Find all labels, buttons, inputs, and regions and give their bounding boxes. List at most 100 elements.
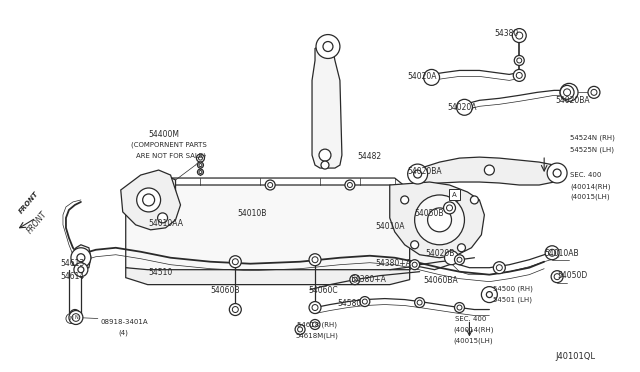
- Circle shape: [408, 164, 428, 184]
- Circle shape: [456, 99, 472, 115]
- Circle shape: [362, 299, 367, 304]
- Circle shape: [360, 296, 370, 307]
- Text: FRONT: FRONT: [18, 190, 40, 215]
- Circle shape: [323, 42, 333, 51]
- Circle shape: [312, 305, 318, 311]
- Circle shape: [516, 32, 523, 39]
- Circle shape: [428, 208, 451, 232]
- Text: 54524N (RH): 54524N (RH): [570, 134, 615, 141]
- Circle shape: [424, 70, 440, 86]
- Text: 54010AA: 54010AA: [148, 219, 184, 228]
- Circle shape: [444, 202, 456, 214]
- Text: (40014(RH): (40014(RH): [570, 183, 611, 189]
- Circle shape: [551, 271, 563, 283]
- Circle shape: [486, 292, 492, 298]
- Circle shape: [588, 86, 600, 98]
- Polygon shape: [390, 182, 484, 258]
- Circle shape: [312, 257, 318, 263]
- Circle shape: [516, 73, 522, 78]
- Text: 54400M: 54400M: [148, 130, 180, 139]
- Circle shape: [411, 241, 419, 249]
- Circle shape: [316, 35, 340, 58]
- Polygon shape: [125, 175, 175, 215]
- Polygon shape: [125, 268, 410, 285]
- Polygon shape: [148, 175, 166, 275]
- Circle shape: [564, 89, 571, 96]
- Circle shape: [515, 55, 524, 65]
- Text: 54060C: 54060C: [308, 286, 338, 295]
- Circle shape: [454, 302, 465, 312]
- Text: 54020BA: 54020BA: [408, 167, 442, 176]
- Circle shape: [553, 169, 561, 177]
- Circle shape: [410, 260, 420, 270]
- Text: 54010AB: 54010AB: [544, 249, 579, 258]
- Text: 54501 (LH): 54501 (LH): [493, 296, 532, 303]
- Text: 54010B: 54010B: [237, 209, 267, 218]
- Circle shape: [72, 314, 80, 321]
- Text: 54500 (RH): 54500 (RH): [493, 286, 533, 292]
- Circle shape: [470, 196, 479, 204]
- Circle shape: [298, 327, 303, 332]
- Text: 54060B: 54060B: [211, 286, 240, 295]
- Text: N: N: [69, 316, 73, 321]
- Text: J40101QL: J40101QL: [555, 352, 595, 361]
- Text: 54020A: 54020A: [408, 73, 437, 81]
- Text: ARE NOT FOR SALE): ARE NOT FOR SALE): [136, 152, 205, 158]
- Polygon shape: [73, 245, 91, 270]
- Circle shape: [493, 262, 506, 274]
- Circle shape: [545, 246, 559, 260]
- Circle shape: [513, 70, 525, 81]
- Polygon shape: [410, 195, 449, 270]
- Circle shape: [412, 262, 417, 267]
- Circle shape: [457, 257, 462, 262]
- Text: 54580: 54580: [337, 299, 361, 308]
- Circle shape: [512, 29, 526, 42]
- Circle shape: [309, 254, 321, 266]
- Circle shape: [547, 163, 567, 183]
- Circle shape: [321, 161, 329, 169]
- Text: SEC. 400: SEC. 400: [570, 172, 602, 178]
- Text: 54050D: 54050D: [557, 271, 588, 280]
- Circle shape: [484, 165, 494, 175]
- Circle shape: [445, 251, 458, 265]
- Circle shape: [457, 305, 462, 310]
- Circle shape: [345, 180, 355, 190]
- Circle shape: [232, 307, 238, 312]
- Circle shape: [481, 286, 497, 302]
- Circle shape: [78, 267, 84, 273]
- Circle shape: [310, 320, 320, 330]
- Circle shape: [198, 169, 204, 175]
- Circle shape: [70, 310, 80, 320]
- Circle shape: [265, 180, 275, 190]
- Circle shape: [548, 249, 556, 256]
- Text: 54020BA: 54020BA: [555, 96, 589, 105]
- Circle shape: [198, 162, 204, 168]
- Circle shape: [413, 170, 422, 178]
- Circle shape: [401, 196, 409, 204]
- Polygon shape: [121, 170, 180, 230]
- Text: 54380+A: 54380+A: [350, 275, 386, 284]
- Circle shape: [565, 89, 573, 96]
- Circle shape: [196, 154, 204, 162]
- Text: 54020A: 54020A: [447, 103, 477, 112]
- Text: 54482: 54482: [358, 152, 382, 161]
- Circle shape: [312, 322, 317, 327]
- Circle shape: [350, 275, 360, 285]
- Circle shape: [447, 205, 452, 211]
- Circle shape: [66, 314, 76, 324]
- Text: 54060BA: 54060BA: [424, 276, 458, 285]
- Polygon shape: [312, 42, 342, 168]
- Circle shape: [229, 256, 241, 268]
- Text: SEC. 400: SEC. 400: [456, 315, 487, 321]
- Text: 54618 (RH): 54618 (RH): [297, 321, 337, 328]
- Text: 54613: 54613: [60, 259, 84, 268]
- Circle shape: [415, 195, 465, 245]
- Circle shape: [198, 156, 202, 160]
- Circle shape: [591, 89, 597, 95]
- Circle shape: [348, 183, 353, 187]
- Circle shape: [77, 254, 85, 262]
- Polygon shape: [415, 157, 557, 185]
- Circle shape: [74, 263, 88, 277]
- Circle shape: [295, 324, 305, 334]
- Circle shape: [199, 164, 202, 167]
